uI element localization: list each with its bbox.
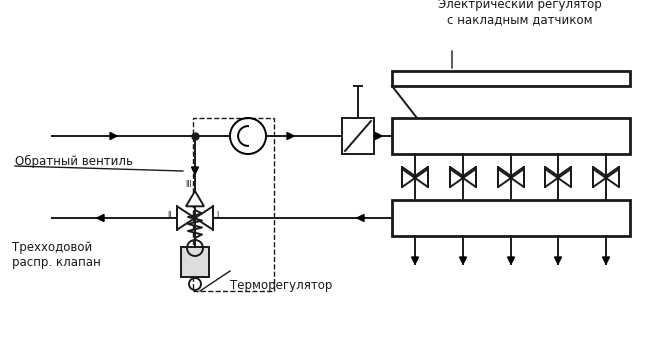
Text: Трехходовой
распр. клапан: Трехходовой распр. клапан bbox=[12, 241, 100, 269]
Bar bbox=[181, 247, 209, 277]
Text: II: II bbox=[168, 210, 172, 220]
Bar bbox=[392, 118, 630, 154]
Polygon shape bbox=[602, 257, 610, 264]
Polygon shape bbox=[507, 257, 515, 264]
Text: I: I bbox=[216, 210, 218, 220]
Polygon shape bbox=[545, 167, 558, 185]
Polygon shape bbox=[110, 132, 117, 140]
Polygon shape bbox=[555, 257, 561, 264]
Polygon shape bbox=[415, 167, 428, 185]
Polygon shape bbox=[558, 167, 571, 185]
Polygon shape bbox=[402, 169, 415, 187]
Polygon shape bbox=[186, 191, 204, 206]
Polygon shape bbox=[450, 169, 463, 187]
Polygon shape bbox=[463, 169, 476, 187]
Polygon shape bbox=[192, 167, 198, 174]
Polygon shape bbox=[606, 169, 619, 187]
Polygon shape bbox=[606, 167, 619, 185]
Bar bbox=[342, 118, 374, 154]
Polygon shape bbox=[97, 215, 104, 221]
Polygon shape bbox=[511, 167, 524, 185]
Polygon shape bbox=[593, 167, 606, 185]
Text: Обратный вентиль: Обратный вентиль bbox=[15, 155, 133, 168]
Bar bbox=[193, 118, 274, 291]
Polygon shape bbox=[511, 169, 524, 187]
Polygon shape bbox=[195, 206, 213, 230]
Text: Электрический регулятор
с накладным датчиком: Электрический регулятор с накладным датч… bbox=[438, 0, 602, 26]
Polygon shape bbox=[450, 167, 463, 185]
Polygon shape bbox=[402, 167, 415, 185]
Text: Терморегулятор: Терморегулятор bbox=[230, 279, 332, 292]
Polygon shape bbox=[177, 206, 195, 230]
Polygon shape bbox=[357, 215, 364, 221]
Polygon shape bbox=[545, 169, 558, 187]
Polygon shape bbox=[463, 167, 476, 185]
Polygon shape bbox=[593, 169, 606, 187]
Polygon shape bbox=[411, 257, 419, 264]
Bar bbox=[392, 200, 630, 236]
Polygon shape bbox=[375, 132, 382, 140]
Text: III: III bbox=[185, 180, 192, 189]
Polygon shape bbox=[415, 169, 428, 187]
Polygon shape bbox=[287, 132, 294, 140]
Bar bbox=[392, 71, 630, 86]
Polygon shape bbox=[498, 169, 511, 187]
Polygon shape bbox=[460, 257, 466, 264]
Polygon shape bbox=[558, 169, 571, 187]
Polygon shape bbox=[498, 167, 511, 185]
